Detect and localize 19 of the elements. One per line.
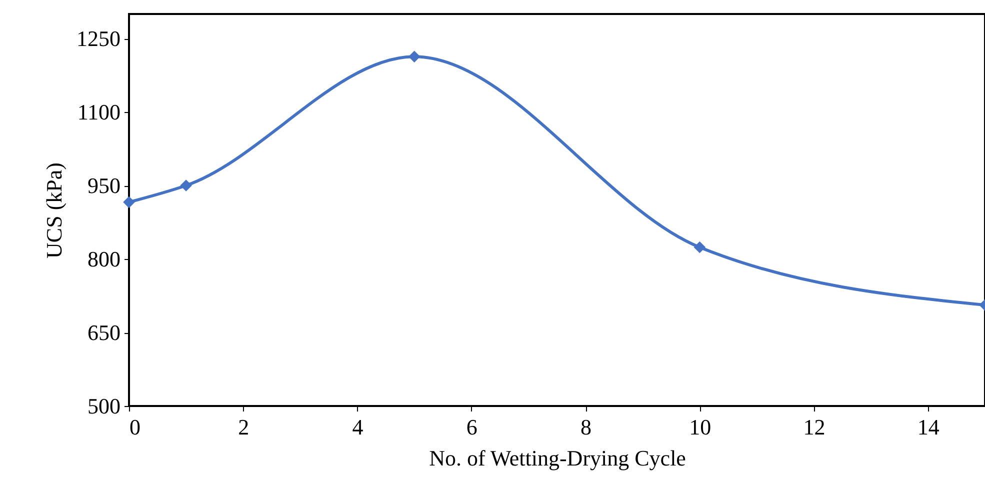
x-axis-title: No. of Wetting-Drying Cycle	[429, 446, 686, 470]
x-tick-label: 14	[917, 414, 940, 440]
y-tick-label: 1100	[77, 100, 120, 124]
y-tick-label: 500	[88, 394, 120, 418]
y-tick-label: 650	[88, 320, 120, 345]
x-tick-label: 12	[803, 414, 826, 440]
x-tick-label: 6	[466, 414, 478, 440]
point	[180, 180, 192, 192]
point	[408, 50, 420, 63]
point	[123, 196, 135, 208]
x-tick-label: 10	[689, 414, 712, 440]
x-tick-label: 0	[130, 414, 140, 440]
y-tick-label: 800	[88, 246, 120, 272]
x-tick-label: 2	[238, 414, 250, 440]
x-tick-label: 4	[352, 414, 364, 440]
x-tick-label: 8	[580, 414, 592, 440]
y-tick-label: 1250	[76, 26, 120, 51]
y-axis-title: UCS (kPa)	[42, 162, 66, 258]
y-tick-label: 950	[88, 173, 120, 198]
